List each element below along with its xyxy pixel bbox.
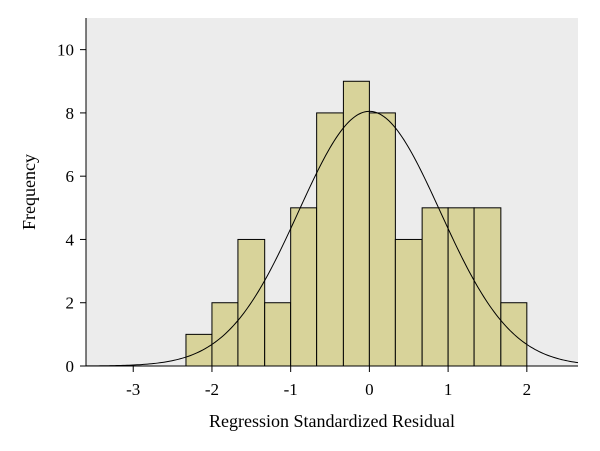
y-tick-label: 0 [66, 357, 75, 376]
histogram-bars [185, 80, 528, 367]
y-tick-label: 10 [57, 41, 74, 60]
histogram-bar-9 [421, 207, 449, 367]
x-axis-label: Regression Standardized Residual [209, 411, 455, 431]
y-tick-label: 4 [66, 230, 75, 249]
axes [85, 18, 578, 367]
x-tick-label: -3 [126, 380, 140, 399]
histogram-bar-3 [264, 302, 292, 367]
y-tick-label: 8 [66, 104, 75, 123]
y-axis-label: Frequency [19, 154, 39, 230]
histogram-bar-0 [185, 333, 213, 367]
x-tick-label: 1 [444, 380, 453, 399]
histogram-bar-8 [394, 238, 423, 367]
y-tick-label: 2 [66, 294, 75, 313]
histogram-bar-5 [316, 112, 344, 367]
histogram-bar-7 [368, 112, 396, 367]
x-tick-label: -2 [205, 380, 219, 399]
histogram-bar-11 [473, 207, 502, 367]
y-tick-label: 6 [66, 167, 75, 186]
histogram-bar-10 [447, 207, 475, 367]
x-tick-label: -1 [284, 380, 298, 399]
normal-distribution-curve [85, 110, 579, 367]
histogram-bar-4 [290, 207, 318, 367]
x-tick-label: 0 [365, 380, 374, 399]
x-tick-label: 2 [523, 380, 532, 399]
ticks: -3 -2 -1 0 1 2 0 2 4 6 8 10 [57, 41, 531, 399]
